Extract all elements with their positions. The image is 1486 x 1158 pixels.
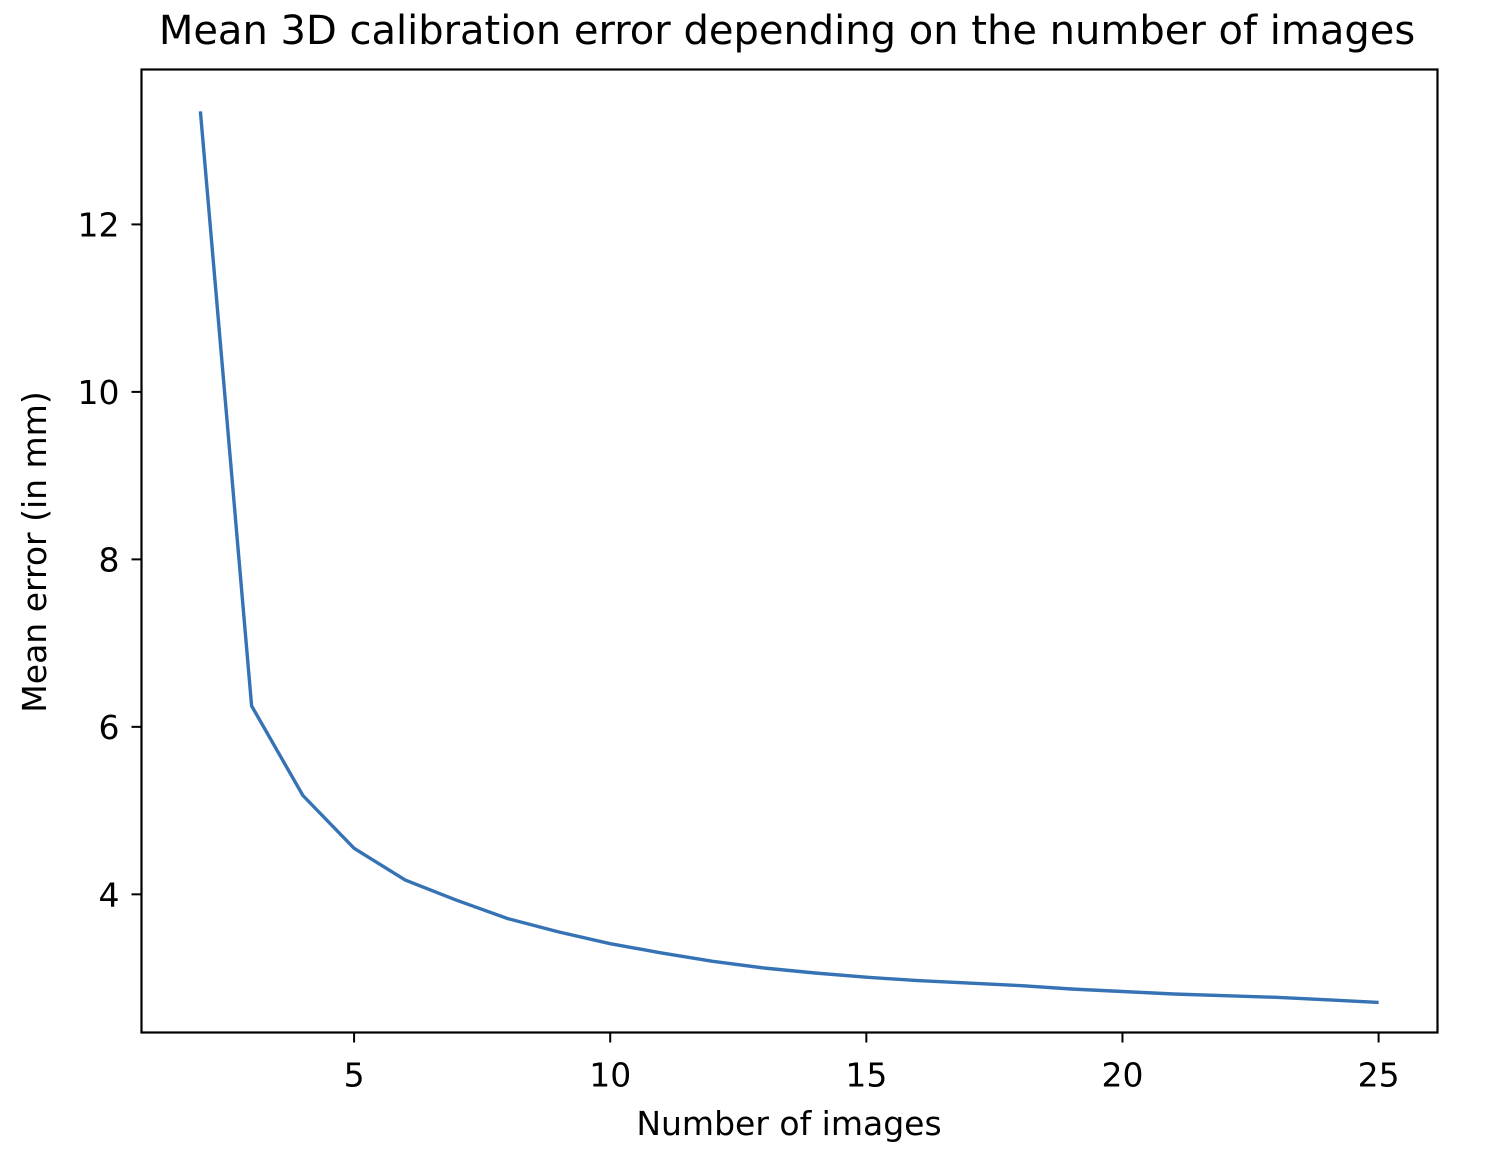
- y-tick-label: 12: [78, 205, 120, 244]
- series-line-0: [198, 111, 1379, 1005]
- y-tick-label: 4: [99, 875, 120, 914]
- x-tick-label: 5: [344, 1056, 365, 1095]
- x-tick-label: 10: [589, 1056, 631, 1095]
- y-axis-label: Mean error (in mm): [15, 391, 54, 712]
- x-tick-label: 25: [1358, 1056, 1400, 1095]
- x-tick-label: 15: [845, 1056, 887, 1095]
- x-axis: 5 10 15 20 25: [344, 1032, 1400, 1095]
- plot-frame: [140, 68, 1439, 1034]
- y-tick-label: 10: [78, 373, 120, 412]
- y-tick-label: 8: [99, 540, 120, 579]
- x-axis-label: Number of images: [636, 1104, 941, 1143]
- y-axis: 4 6 8 10 12: [78, 205, 142, 914]
- chart-title: Mean 3D calibration error depending on t…: [159, 8, 1415, 54]
- plot-area: [198, 111, 1379, 1005]
- y-tick-label: 6: [99, 708, 120, 747]
- x-tick-label: 20: [1101, 1056, 1143, 1095]
